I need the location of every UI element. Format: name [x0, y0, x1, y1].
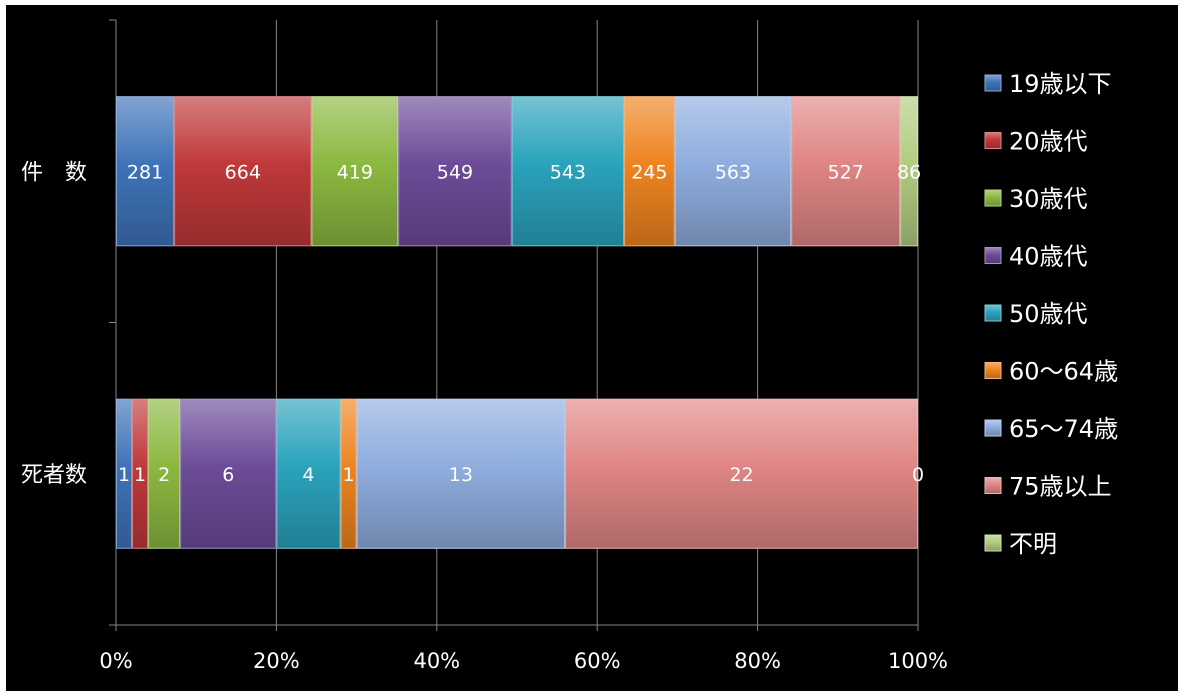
data-label: 563	[715, 161, 751, 183]
bar-segment	[340, 398, 357, 549]
bar-segment-bevel	[276, 398, 341, 549]
legend-label: 50歳代	[1009, 300, 1088, 328]
x-tick-label: 100%	[888, 649, 948, 673]
bar-segment-bevel	[674, 96, 792, 247]
bar-segment-bevel	[116, 398, 133, 549]
bar-segment	[674, 96, 792, 247]
data-label: 543	[550, 161, 586, 183]
data-label: 2	[158, 464, 170, 486]
category-label: 死者数	[21, 463, 87, 488]
bar-segment-bevel	[900, 96, 919, 247]
legend-label: 40歳代	[1009, 243, 1088, 271]
chart-area: 0% 20% 40% 60% 80% 100% 件 数 281 664 419 549 543 245 5…	[6, 5, 1178, 691]
bar-segment-bevel	[356, 398, 566, 549]
bar-segment	[116, 398, 133, 549]
x-tick-label: 80%	[734, 649, 781, 673]
data-label: 245	[631, 161, 667, 183]
bar-segment-bevel	[565, 398, 918, 549]
data-label: 86	[897, 161, 921, 183]
data-label: 4	[302, 464, 314, 486]
legend-swatch	[984, 247, 1002, 264]
data-label: 1	[118, 464, 130, 486]
legend-label: 75歳以上	[1009, 473, 1112, 501]
bar-segment-bevel	[174, 96, 312, 247]
bar-segment-bevel	[311, 96, 399, 247]
legend-swatch	[984, 534, 1002, 552]
category-label: 件 数	[21, 160, 87, 185]
data-label: 1	[134, 464, 146, 486]
bar-segment	[511, 96, 625, 247]
legend-label: 不明	[1009, 530, 1057, 558]
bar-segment	[900, 96, 918, 247]
legend-swatch	[984, 132, 1002, 149]
bar-segment	[276, 398, 341, 549]
data-label: 22	[729, 464, 753, 486]
bar-segment-bevel	[148, 398, 181, 549]
bar-segment-bevel	[180, 398, 277, 549]
data-label: 549	[437, 161, 473, 183]
legend-swatch	[984, 304, 1002, 322]
x-tick-label: 40%	[413, 649, 460, 673]
legend-swatch	[984, 74, 1002, 92]
bar-segment	[132, 398, 149, 549]
bar-segment-bevel	[132, 398, 149, 549]
legend-label: 19歳以下	[1009, 70, 1112, 98]
legend-label: 60〜64歳	[1009, 358, 1118, 386]
data-label: 13	[449, 464, 473, 486]
bar-segment-bevel	[791, 96, 901, 247]
bar-segment	[791, 96, 901, 247]
legend-swatch	[984, 419, 1002, 437]
data-label: 664	[225, 161, 261, 183]
bar-segment-bevel	[340, 398, 357, 549]
data-label: 0	[912, 464, 924, 486]
x-tick-label: 20%	[253, 649, 300, 673]
legend-label: 20歳代	[1009, 128, 1088, 156]
data-label: 1	[343, 464, 355, 486]
bar-segment	[624, 96, 675, 247]
stacked-bar-chart: 0% 20% 40% 60% 80% 100% 件 数 281 664 419 549 543 245 5…	[21, 19, 1118, 673]
bar-segment	[116, 96, 175, 247]
bar-segment	[565, 398, 918, 549]
x-tick-label: 60%	[574, 649, 621, 673]
data-label: 419	[337, 161, 373, 183]
bar-segment-bevel	[116, 96, 175, 247]
legend-swatch	[984, 477, 1002, 494]
bar-segment	[311, 96, 399, 247]
data-label: 281	[127, 161, 163, 183]
data-label: 6	[222, 464, 234, 486]
bar-segment	[398, 96, 512, 247]
bar-segment-bevel	[624, 96, 675, 247]
x-tick-label: 0%	[99, 649, 132, 673]
legend-label: 65〜74歳	[1009, 415, 1118, 443]
bar-segment	[148, 398, 181, 549]
legend-swatch	[984, 362, 1002, 379]
bar-segment	[356, 398, 566, 549]
bar-segment-bevel	[511, 96, 625, 247]
bar-segment	[174, 96, 312, 247]
legend-label: 30歳代	[1009, 185, 1088, 213]
legend-swatch	[984, 189, 1002, 207]
bar-segment-bevel	[398, 96, 512, 247]
bar-segment	[180, 398, 277, 549]
data-label: 527	[828, 161, 864, 183]
